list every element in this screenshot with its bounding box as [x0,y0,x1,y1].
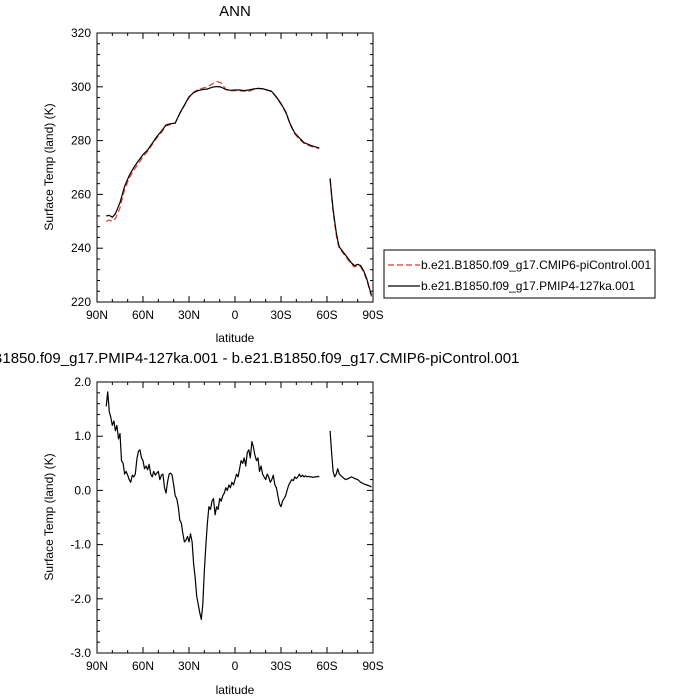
legend: b.e21.B1850.f09_g17.CMIP6-piControl.001 … [383,249,656,299]
x-tick-label: 90S [362,308,383,322]
y-tick-label: 280 [71,134,91,148]
legend-label-127ka: b.e21.B1850.f09_g17.PMIP4-127ka.001 [421,279,635,293]
series-line-0-segment-1 [329,430,372,488]
x-axis-label: latitude [216,683,255,697]
y-tick-label: -2.0 [70,592,91,606]
x-axis-label: latitude [216,331,255,345]
chart-title: ANN [219,3,251,20]
difference-panel: b.e21.B1850.f09_g17.PMIP4-127ka.001 - b.… [0,350,519,697]
x-tick-label: 60N [132,308,154,322]
x-tick-label: 0 [232,308,239,322]
legend-label-picontrol: b.e21.B1850.f09_g17.CMIP6-piControl.001 [421,258,651,272]
y-tick-label: -3.0 [70,646,91,660]
x-tick-label: 60S [316,308,337,322]
series-line-1-segment-1 [329,178,373,296]
x-tick-label: 60N [132,659,154,673]
y-axis-label: Surface Temp (land) (K) [42,103,56,230]
y-tick-label: 320 [71,26,91,40]
legend-box [383,249,656,299]
series-line-1-segment-0 [106,85,320,218]
y-tick-label: -1.0 [70,538,91,552]
plot-frame [96,381,374,654]
x-tick-label: 30N [178,308,200,322]
x-tick-label: 90N [86,659,108,673]
x-tick-label: 30S [270,659,291,673]
y-tick-label: 2.0 [74,375,91,389]
x-tick-label: 30N [178,659,200,673]
series-line-0-segment-0 [105,391,320,621]
y-tick-label: 1.0 [74,429,91,443]
x-tick-label: 60S [316,659,337,673]
plot-frame [96,32,374,303]
y-tick-label: 260 [71,187,91,201]
x-tick-label: 90N [86,308,108,322]
x-tick-label: 0 [232,659,239,673]
series-line-0-segment-0 [105,80,320,222]
y-tick-label: 0.0 [74,483,91,497]
y-tick-label: 300 [71,80,91,94]
chart-title: b.e21.B1850.f09_g17.PMIP4-127ka.001 - b.… [0,350,519,367]
y-axis-label: Surface Temp (land) (K) [42,453,56,580]
x-tick-label: 90S [362,659,383,673]
x-tick-label: 30S [270,308,291,322]
temperature-panel: ANN 90N 60N 30N 0 30S 60S 90S 220 240 260 280 300 32… [42,3,384,345]
y-tick-label: 220 [71,295,91,309]
y-tick-label: 240 [71,241,91,255]
series-line-0-segment-1 [329,179,373,297]
